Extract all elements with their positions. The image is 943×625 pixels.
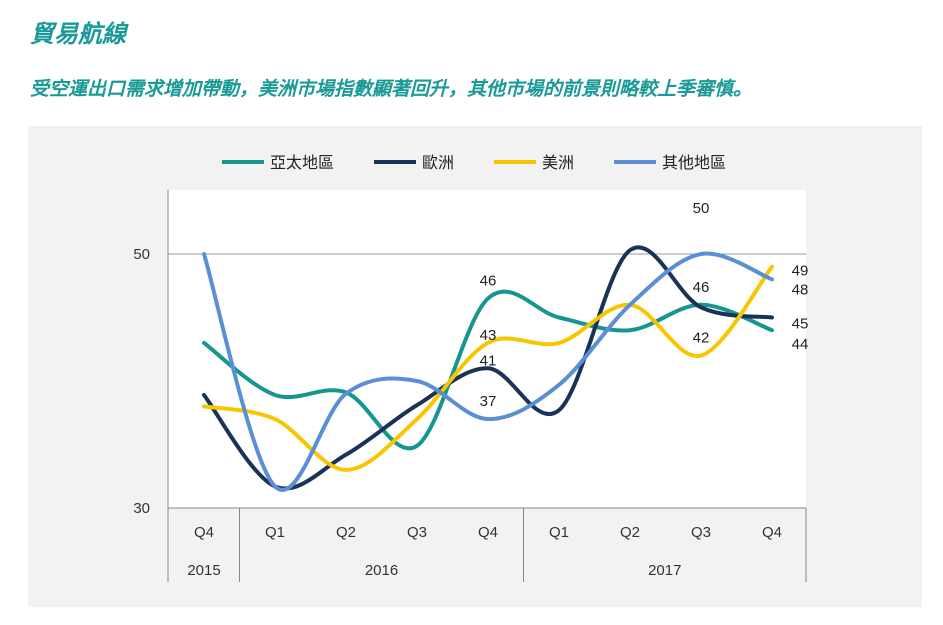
year-label: 2015: [187, 562, 220, 579]
series-line-0: [202, 289, 774, 451]
x-tick-label: Q2: [620, 524, 640, 541]
data-label: 43: [480, 327, 497, 344]
data-label: 42: [693, 330, 710, 347]
data-label: 46: [693, 279, 710, 296]
page-title: 貿易航線: [30, 20, 126, 48]
page-subtitle: 受空運出口需求增加帶動，美洲市場指數顯著回升，其他市場的前景則略較上季審慎。: [30, 78, 753, 100]
x-tick-label: Q4: [478, 524, 498, 541]
legend-label: 歐洲: [422, 154, 454, 172]
data-label: 49: [792, 263, 809, 280]
y-tick-label: 30: [133, 500, 150, 517]
x-tick-label: Q3: [407, 524, 427, 541]
x-tick-label: Q1: [265, 524, 285, 541]
x-tick-label: Q4: [194, 524, 214, 541]
data-label: 37: [480, 393, 497, 410]
y-tick-label: 50: [133, 246, 150, 263]
data-label: 45: [792, 316, 809, 333]
series-line-1: [202, 245, 774, 491]
year-label: 2017: [648, 562, 681, 579]
data-label: 48: [792, 281, 809, 298]
x-tick-label: Q3: [691, 524, 711, 541]
x-tick-label: Q1: [549, 524, 569, 541]
x-tick-label: Q2: [336, 524, 356, 541]
legend-label: 其他地區: [662, 154, 726, 172]
plot-area: [168, 190, 806, 508]
data-label: 41: [480, 352, 497, 369]
data-label: 46: [480, 272, 497, 289]
data-label: 44: [792, 336, 809, 353]
series-line-2: [202, 264, 774, 472]
data-label: 50: [693, 200, 710, 217]
legend-label: 亞太地區: [270, 154, 334, 172]
series-line-3: [202, 251, 774, 492]
year-label: 2016: [365, 562, 398, 579]
legend-label: 美洲: [542, 154, 574, 172]
x-tick-label: Q4: [762, 524, 782, 541]
